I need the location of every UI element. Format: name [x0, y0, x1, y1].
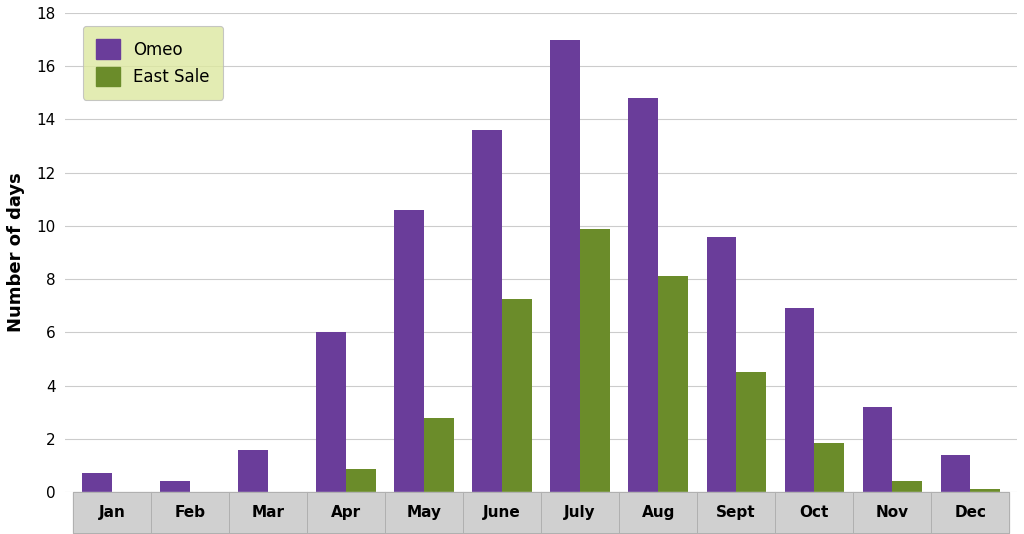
Bar	[307, 492, 385, 533]
Bar	[629, 98, 658, 492]
Bar	[385, 492, 463, 533]
Bar	[502, 299, 531, 492]
Text: Mar: Mar	[252, 505, 285, 520]
Text: Apr: Apr	[331, 505, 361, 520]
Bar	[541, 492, 620, 533]
Text: Dec: Dec	[954, 505, 986, 520]
Bar	[697, 492, 775, 533]
Y-axis label: Number of days: Number of days	[7, 172, 25, 332]
Bar	[941, 455, 971, 492]
Bar	[551, 40, 581, 492]
Text: Oct: Oct	[800, 505, 828, 520]
Bar	[971, 490, 999, 492]
Bar	[229, 492, 307, 533]
Text: June: June	[483, 505, 521, 520]
Bar	[707, 237, 736, 492]
Bar	[161, 482, 190, 492]
Bar	[581, 229, 609, 492]
Bar	[346, 469, 376, 492]
Bar	[316, 332, 346, 492]
Bar	[472, 130, 502, 492]
Text: Jan: Jan	[98, 505, 125, 520]
Bar	[853, 492, 931, 533]
Bar	[814, 443, 844, 492]
Bar	[424, 418, 454, 492]
Text: Sept: Sept	[717, 505, 756, 520]
Bar	[394, 210, 424, 492]
Bar	[82, 474, 112, 492]
Bar	[736, 372, 766, 492]
Text: Aug: Aug	[641, 505, 675, 520]
Bar	[784, 309, 814, 492]
Text: Feb: Feb	[174, 505, 206, 520]
Text: Nov: Nov	[876, 505, 908, 520]
Bar	[892, 482, 922, 492]
Text: July: July	[564, 505, 596, 520]
Bar	[775, 492, 853, 533]
Bar	[73, 492, 151, 533]
Bar	[658, 277, 688, 492]
Bar	[463, 492, 541, 533]
Bar	[931, 492, 1010, 533]
Legend: Omeo, East Sale: Omeo, East Sale	[83, 26, 223, 99]
Bar	[620, 492, 697, 533]
Text: May: May	[407, 505, 441, 520]
Bar	[862, 407, 892, 492]
Bar	[239, 450, 268, 492]
Bar	[151, 492, 229, 533]
